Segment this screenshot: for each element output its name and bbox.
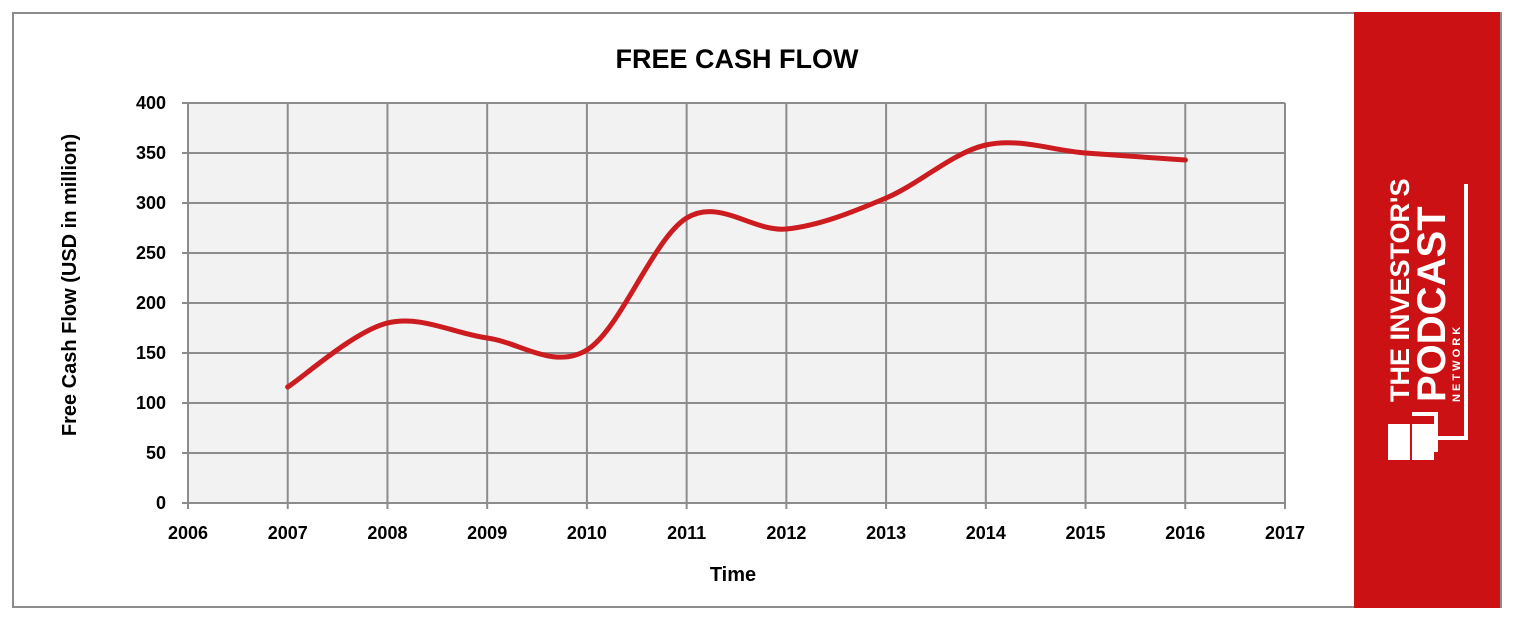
x-tick-label: 2012 — [766, 523, 806, 543]
y-tick-label: 100 — [136, 393, 166, 413]
brand-logo-panel: THE INVESTOR'S PODCAST N E T W O R K — [1354, 12, 1500, 608]
data-point — [484, 335, 490, 341]
y-tick-label: 50 — [146, 443, 166, 463]
data-point — [384, 320, 390, 326]
x-tick-label: 2014 — [966, 523, 1006, 543]
x-tick-label: 2016 — [1165, 523, 1205, 543]
data-point — [1182, 157, 1188, 163]
plot-area: 2006 2007 2008 2009 2010 2011 2012 2013 2014 2015… — [136, 93, 1305, 543]
brand-line-2: PODCAST — [1410, 206, 1454, 402]
x-tick-label: 2015 — [1066, 523, 1106, 543]
x-tick-label: 2006 — [168, 523, 208, 543]
y-tick-label: 150 — [136, 343, 166, 363]
brand-line-1: THE INVESTOR'S — [1385, 179, 1415, 402]
y-tick-label: 300 — [136, 193, 166, 213]
investors-podcast-logo: THE INVESTOR'S PODCAST N E T W O R K — [1385, 179, 1468, 460]
x-axis-label: Time — [710, 564, 756, 586]
y-tick-label: 250 — [136, 243, 166, 263]
data-point — [783, 226, 789, 232]
data-point — [1083, 150, 1089, 156]
brand-line-3: N E T W O R K — [1451, 327, 1463, 402]
y-axis-label: Free Cash Flow (USD in million) — [59, 134, 81, 436]
data-point — [983, 142, 989, 148]
y-tick-label: 350 — [136, 143, 166, 163]
data-point — [684, 215, 690, 221]
data-point — [883, 195, 889, 201]
x-tick-label: 2008 — [367, 523, 407, 543]
x-tick-label: 2013 — [866, 523, 906, 543]
x-tick-label: 2017 — [1265, 523, 1305, 543]
x-tick-label: 2007 — [268, 523, 308, 543]
series-line — [285, 140, 1188, 390]
x-tick-label: 2011 — [667, 523, 706, 543]
x-tick-label: 2009 — [467, 523, 507, 543]
chart-title: FREE CASH FLOW — [616, 44, 860, 74]
y-tick-label: 200 — [136, 293, 166, 313]
y-tick-label: 0 — [156, 493, 166, 513]
data-point — [584, 347, 590, 353]
data-point — [285, 384, 291, 390]
y-tick-label: 400 — [136, 93, 166, 113]
x-tick-label: 2010 — [567, 523, 607, 543]
microphone-icon — [1388, 184, 1468, 460]
